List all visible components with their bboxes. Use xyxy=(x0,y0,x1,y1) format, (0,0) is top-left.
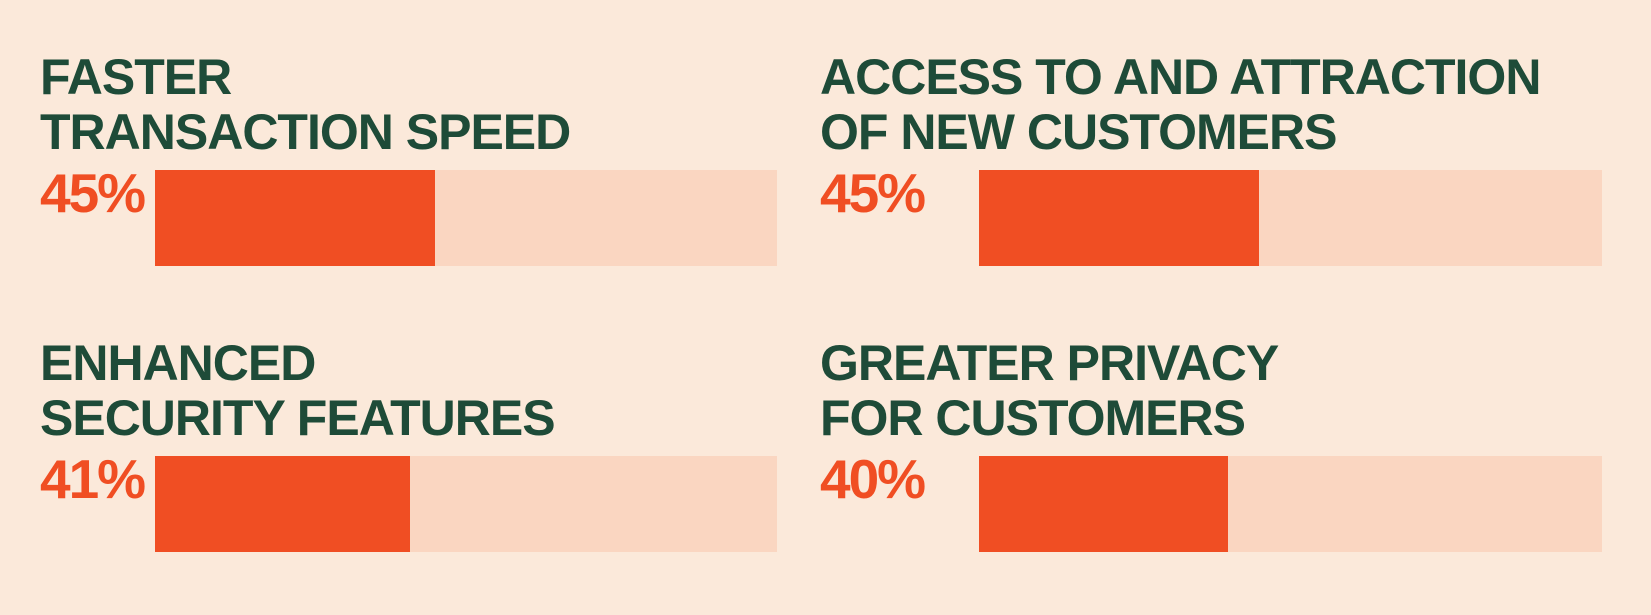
stat-title-line: TRANSACTION SPEED xyxy=(40,104,571,160)
bar-track xyxy=(979,456,1602,552)
stat-title: ENHANCED SECURITY FEATURES xyxy=(40,336,777,446)
stat-value: 41% xyxy=(40,448,146,510)
stat-title-line: ACCESS TO AND ATTRACTION xyxy=(820,49,1541,105)
stat-title-line: OF NEW CUSTOMERS xyxy=(820,104,1337,160)
bar-row: 45% xyxy=(40,166,777,266)
bar-fill xyxy=(155,456,411,552)
stat-value: 45% xyxy=(820,162,926,224)
stat-title-line: GREATER PRIVACY xyxy=(820,335,1279,391)
stat-value: 45% xyxy=(40,162,146,224)
bar-row: 40% xyxy=(820,452,1602,552)
stat-title: GREATER PRIVACY FOR CUSTOMERS xyxy=(820,336,1602,446)
bar-fill xyxy=(979,170,1260,266)
bar-track xyxy=(155,456,777,552)
stat-title-line: ENHANCED xyxy=(40,335,316,391)
bar-fill xyxy=(979,456,1229,552)
stat-access-new-customers: ACCESS TO AND ATTRACTION OF NEW CUSTOMER… xyxy=(820,50,1602,266)
stat-title-line: FOR CUSTOMERS xyxy=(820,390,1246,446)
stat-title: ACCESS TO AND ATTRACTION OF NEW CUSTOMER… xyxy=(820,50,1602,160)
bar-fill xyxy=(155,170,435,266)
bar-track xyxy=(155,170,777,266)
bar-track xyxy=(979,170,1602,266)
bar-row: 45% xyxy=(820,166,1602,266)
bar-row: 41% xyxy=(40,452,777,552)
stat-faster-transaction-speed: FASTER TRANSACTION SPEED 45% xyxy=(40,50,777,266)
stat-value: 40% xyxy=(820,448,926,510)
stat-title-line: FASTER xyxy=(40,49,232,105)
stat-title: FASTER TRANSACTION SPEED xyxy=(40,50,777,160)
stat-enhanced-security-features: ENHANCED SECURITY FEATURES 41% xyxy=(40,336,777,552)
stat-greater-privacy-customers: GREATER PRIVACY FOR CUSTOMERS 40% xyxy=(820,336,1602,552)
stat-title-line: SECURITY FEATURES xyxy=(40,390,556,446)
